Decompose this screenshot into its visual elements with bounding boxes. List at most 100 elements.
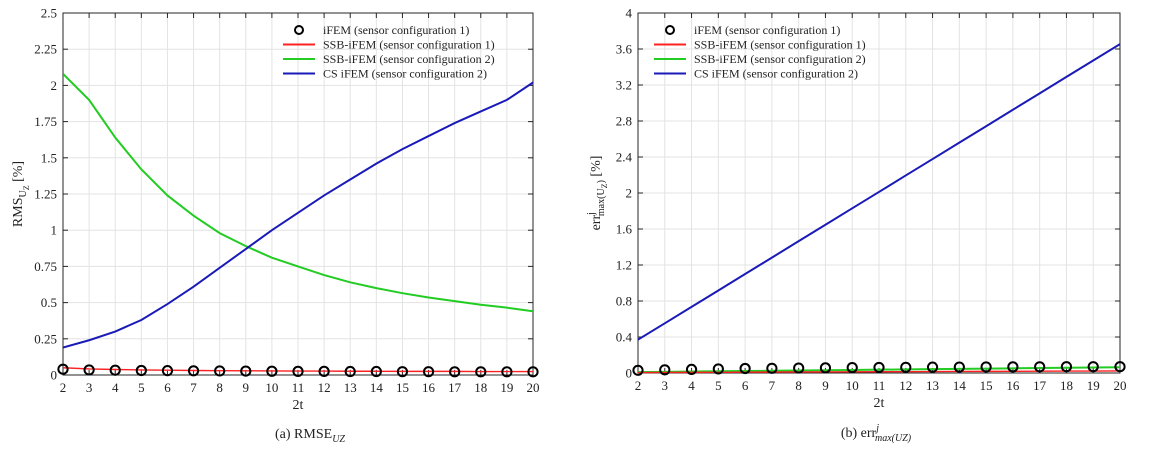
legend-marker xyxy=(294,25,304,35)
data-point xyxy=(83,364,95,376)
data-point xyxy=(873,361,885,374)
data-point xyxy=(712,363,724,375)
grid xyxy=(63,13,533,375)
legend-entry: iFEM (sensor configuration 1) xyxy=(694,23,840,37)
data-point xyxy=(475,366,487,378)
x-axis: 2 3 4 5 6 7 8 9 10 11 12 13 14 15 16 17 18 19 20 xyxy=(60,13,540,395)
x-axis-label: 2t xyxy=(293,398,304,413)
y-tick-label: 2.25 xyxy=(34,42,57,57)
legend-entry: SSB-iFEM (sensor configuration 2) xyxy=(694,52,866,66)
y-tick-label: 1.5 xyxy=(41,150,57,165)
series-markers xyxy=(57,363,539,378)
y-tick-label: 1 xyxy=(51,223,58,238)
chart-a: 2 3 4 5 6 7 8 9 10 11 12 13 14 15 16 17 18 19 2000.250.50.… xyxy=(11,6,540,446)
x-tick-label: 6 xyxy=(742,378,749,393)
data-point xyxy=(1034,361,1046,373)
x-tick-label: 14 xyxy=(953,378,967,393)
x-tick-label: 11 xyxy=(873,378,886,393)
y-tick-label: 0.4 xyxy=(616,330,633,345)
data-point xyxy=(318,365,330,377)
y-axis-label: errjmax(UZ) [%] xyxy=(586,156,609,231)
data-point xyxy=(1060,361,1073,373)
x-tick-label: 16 xyxy=(422,380,436,395)
x-tick-label: 12 xyxy=(899,378,912,393)
series-line-3 xyxy=(638,43,1120,341)
legend-entry: SSB-iFEM (sensor configuration 1) xyxy=(694,38,866,52)
x-tick-label: 3 xyxy=(86,380,93,395)
x-tick-label: 19 xyxy=(1087,378,1100,393)
data-point xyxy=(501,366,513,378)
data-point xyxy=(632,364,644,376)
y-tick-label: 2 xyxy=(626,186,633,201)
x-tick-label: 12 xyxy=(318,380,331,395)
y-tick-label: 0 xyxy=(626,366,633,381)
y-axis: 0 0.4 0.8 1.2 1.6 2 2.4 2.8 3.2 3.6 4 xyxy=(616,6,1120,381)
data-point xyxy=(292,365,304,377)
x-tick-label: 7 xyxy=(769,378,776,393)
y-tick-label: 1.75 xyxy=(34,114,57,129)
data-point xyxy=(953,361,965,373)
data-point xyxy=(161,365,174,377)
y-tick-label: 1.25 xyxy=(34,187,57,202)
x-tick-label: 4 xyxy=(688,378,695,393)
data-point xyxy=(739,362,751,375)
data-point xyxy=(396,366,409,378)
x-tick-label: 11 xyxy=(292,380,305,395)
data-point xyxy=(1007,361,1019,373)
y-tick-label: 0.8 xyxy=(616,294,632,309)
y-tick-label: 0.25 xyxy=(34,331,57,346)
x-tick-label: 2 xyxy=(635,378,642,393)
y-tick-label: 1.6 xyxy=(616,222,633,237)
data-point xyxy=(214,365,226,377)
data-point xyxy=(766,362,778,374)
data-point xyxy=(370,365,382,378)
x-tick-label: 15 xyxy=(396,380,409,395)
x-tick-label: 8 xyxy=(216,380,223,395)
x-axis-label: 2t xyxy=(874,396,885,411)
series-line-2 xyxy=(63,73,533,313)
data-point xyxy=(135,364,147,377)
legend-entry: CS iFEM (sensor configuration 2) xyxy=(323,67,487,81)
x-tick-label: 8 xyxy=(795,378,802,393)
data-point xyxy=(1114,361,1126,373)
figure-caption: (a) RMSEUZ xyxy=(275,427,345,445)
x-tick-label: 17 xyxy=(448,380,462,395)
legend-entry: CS iFEM (sensor configuration 2) xyxy=(694,67,858,81)
x-tick-label: 18 xyxy=(1060,378,1073,393)
x-tick-label: 5 xyxy=(138,380,145,395)
chart-b: 2 3 4 5 6 7 8 9 10 11 12 13 14 15 16 17 18 19 20 0 0.4 0.8 1.2… xyxy=(586,6,1127,445)
y-axis: 0 0.25 0.5 0.75 1 1.25 1.5 1.75 2 2.25 2.5 xyxy=(34,6,533,383)
data-point xyxy=(109,364,121,376)
y-tick-label: 2 xyxy=(51,78,58,93)
y-tick-label: 0.5 xyxy=(41,295,57,310)
x-tick-label: 15 xyxy=(980,378,993,393)
x-tick-label: 7 xyxy=(190,380,197,395)
series-markers xyxy=(632,361,1126,376)
legend-marker xyxy=(665,25,675,35)
x-tick-label: 10 xyxy=(846,378,859,393)
series-line-2 xyxy=(638,366,1120,374)
legend: iFEM (sensor configuration 1)SSB-iFEM (s… xyxy=(654,23,866,81)
x-tick-label: 20 xyxy=(527,380,540,395)
data-point xyxy=(793,362,805,374)
y-tick-label: 0 xyxy=(51,368,58,383)
y-tick-label: 4 xyxy=(626,6,633,21)
y-tick-label: 3.2 xyxy=(616,78,632,93)
data-point xyxy=(1087,361,1099,373)
x-tick-label: 17 xyxy=(1033,378,1047,393)
series-group xyxy=(63,73,533,373)
data-point xyxy=(659,364,671,376)
data-point xyxy=(819,362,832,374)
y-tick-label: 1.2 xyxy=(616,258,632,273)
figure-caption: (b) errj max(UZ) xyxy=(841,423,912,444)
x-tick-label: 13 xyxy=(926,378,939,393)
data-point xyxy=(685,363,698,375)
data-point xyxy=(449,366,461,378)
x-tick-label: 18 xyxy=(474,380,487,395)
data-point xyxy=(422,366,435,378)
y-tick-label: 2.8 xyxy=(616,114,632,129)
legend: iFEM (sensor configuration 1)SSB-iFEM (s… xyxy=(283,23,495,81)
series-line-3 xyxy=(63,81,533,349)
data-point xyxy=(240,365,252,377)
data-point xyxy=(527,366,539,378)
